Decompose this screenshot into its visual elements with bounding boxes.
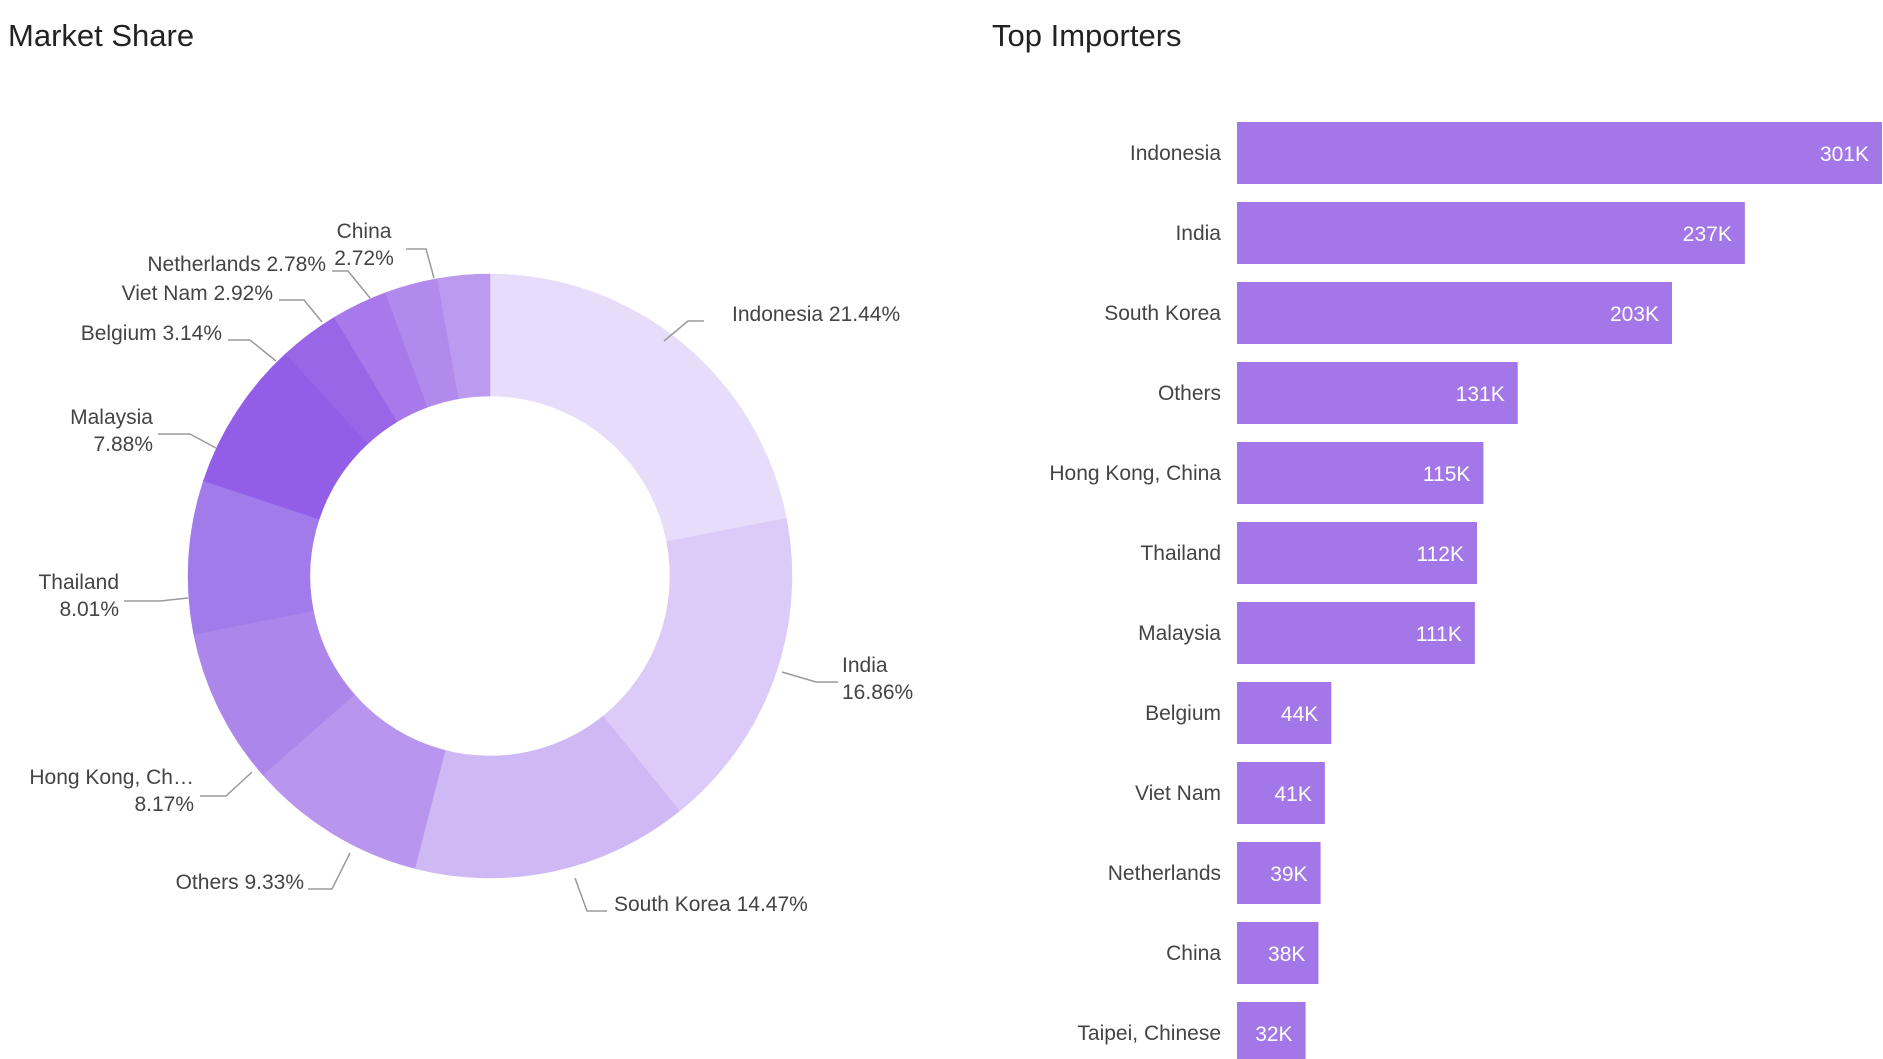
donut-label-connector-hong-kong-china bbox=[200, 771, 253, 797]
bar-china[interactable] bbox=[1237, 922, 1319, 984]
donut-label-connector-netherlands bbox=[332, 270, 371, 299]
donut-label-south-korea: South Korea 14.47% bbox=[614, 893, 808, 916]
bar-category-label-south-korea: South Korea bbox=[1104, 302, 1221, 325]
bar-south-korea[interactable] bbox=[1237, 282, 1672, 344]
bar-thailand[interactable] bbox=[1237, 522, 1477, 584]
donut-slice-south-korea[interactable] bbox=[414, 715, 681, 879]
donut-label-india: India 16.86% bbox=[842, 654, 913, 704]
donut-label-china: China 2.72% bbox=[334, 220, 394, 270]
market-share-donut-chart: Indonesia 21.44% India 16.86% South Korea 1… bbox=[29, 220, 913, 916]
bar-viet-nam[interactable] bbox=[1237, 762, 1325, 824]
bar-category-label-others: Others bbox=[1158, 382, 1221, 405]
bar-category-label-china: China bbox=[1166, 942, 1221, 965]
bar-category-label-thailand: Thailand bbox=[1140, 542, 1221, 565]
donut-label-connector-viet-nam bbox=[279, 299, 323, 323]
bar-category-label-viet-nam: Viet Nam bbox=[1135, 782, 1221, 805]
bar-hong-kong-china[interactable] bbox=[1237, 442, 1484, 504]
bar-netherlands[interactable] bbox=[1237, 842, 1321, 904]
donut-label-others: Others 9.33% bbox=[176, 871, 304, 894]
bar-taipei-chinese[interactable] bbox=[1237, 1002, 1306, 1059]
bar-category-label-taipei-chinese: Taipei, Chinese bbox=[1077, 1022, 1221, 1045]
donut-label-connector-china bbox=[406, 248, 435, 279]
bar-category-label-indonesia: Indonesia bbox=[1130, 142, 1221, 165]
bar-indonesia[interactable] bbox=[1237, 122, 1882, 184]
donut-label-viet-nam: Viet Nam 2.92% bbox=[122, 282, 273, 305]
donut-label-connector-others bbox=[308, 852, 351, 890]
bar-others[interactable] bbox=[1237, 362, 1518, 424]
donut-label-belgium: Belgium 3.14% bbox=[81, 322, 222, 345]
market-share-title: Market Share bbox=[8, 18, 195, 53]
bar-category-label-malaysia: Malaysia bbox=[1138, 622, 1221, 645]
donut-label-hong-kong-china: Hong Kong, Ch… 8.17% bbox=[29, 766, 194, 816]
donut-label-connector-indonesia bbox=[663, 320, 704, 342]
donut-label-connector-south-korea bbox=[574, 877, 607, 912]
donut-label-connector-india bbox=[781, 671, 838, 683]
donut-label-malaysia: Malaysia 7.88% bbox=[70, 406, 153, 456]
top-importers-title: Top Importers bbox=[992, 18, 1182, 53]
donut-label-connector-thailand bbox=[124, 597, 189, 602]
bar-category-label-netherlands: Netherlands bbox=[1108, 862, 1221, 885]
bar-malaysia[interactable] bbox=[1237, 602, 1475, 664]
donut-label-connector-belgium bbox=[228, 339, 277, 362]
donut-slice-indonesia[interactable] bbox=[489, 273, 787, 542]
bar-category-label-belgium: Belgium bbox=[1145, 702, 1221, 725]
donut-slice-india[interactable] bbox=[602, 518, 793, 812]
bar-india[interactable] bbox=[1237, 202, 1745, 264]
bar-category-label-india: India bbox=[1175, 222, 1221, 245]
donut-label-netherlands: Netherlands 2.78% bbox=[147, 253, 326, 276]
donut-slice-china[interactable] bbox=[437, 273, 491, 400]
donut-label-connector-malaysia bbox=[158, 433, 217, 449]
donut-label-thailand: Thailand 8.01% bbox=[38, 571, 119, 621]
bar-belgium[interactable] bbox=[1237, 682, 1332, 744]
donut-label-indonesia: Indonesia 21.44% bbox=[732, 303, 900, 326]
bar-category-label-hong-kong-china: Hong Kong, China bbox=[1049, 462, 1221, 485]
